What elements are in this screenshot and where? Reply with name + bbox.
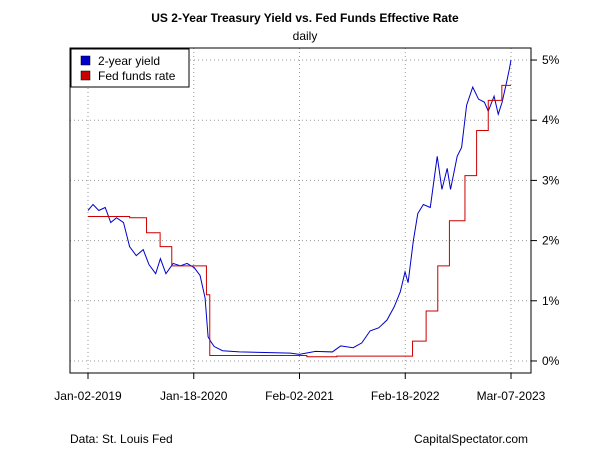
legend-box xyxy=(70,48,190,88)
x-axis: Jan-02-2019 Jan-18-2020 Feb-02-2021 Feb-18-… xyxy=(54,373,546,403)
plot-frame xyxy=(69,47,532,374)
legend: 2-year yield Fed funds rate xyxy=(70,48,190,88)
legend-swatch-2-year-yield xyxy=(80,55,91,66)
series-lines xyxy=(87,59,512,358)
series-line-2-year-yield xyxy=(87,59,512,355)
y-tick-label: 4% xyxy=(542,113,560,127)
y-tick-label: 1% xyxy=(542,294,560,308)
x-tick-label: Mar-07-2023 xyxy=(477,389,546,403)
chart-subtitle: daily xyxy=(293,29,318,43)
legend-label-fed-funds-rate: Fed funds rate xyxy=(98,69,176,83)
x-tick-label: Jan-02-2019 xyxy=(54,389,122,403)
chart-title: US 2-Year Treasury Yield vs. Fed Funds E… xyxy=(151,11,459,25)
y-axis: 0% 1% 2% 3% 4% 5% xyxy=(531,53,560,368)
y-tick-label: 5% xyxy=(542,53,560,67)
y-tick-label: 3% xyxy=(542,173,560,187)
grid-lines xyxy=(70,48,531,373)
series-line-fed-funds-rate xyxy=(88,84,511,358)
site-credit: CapitalSpectator.com xyxy=(414,432,528,446)
x-tick-label: Jan-18-2020 xyxy=(160,389,228,403)
x-tick-label: Feb-02-2021 xyxy=(265,389,334,403)
x-tick-label: Feb-18-2022 xyxy=(371,389,440,403)
legend-label-2-year-yield: 2-year yield xyxy=(98,54,160,68)
legend-swatch-fed-funds-rate xyxy=(80,70,91,81)
y-tick-label: 2% xyxy=(542,234,560,248)
source-note: Data: St. Louis Fed xyxy=(70,432,173,446)
y-tick-label: 0% xyxy=(542,354,560,368)
